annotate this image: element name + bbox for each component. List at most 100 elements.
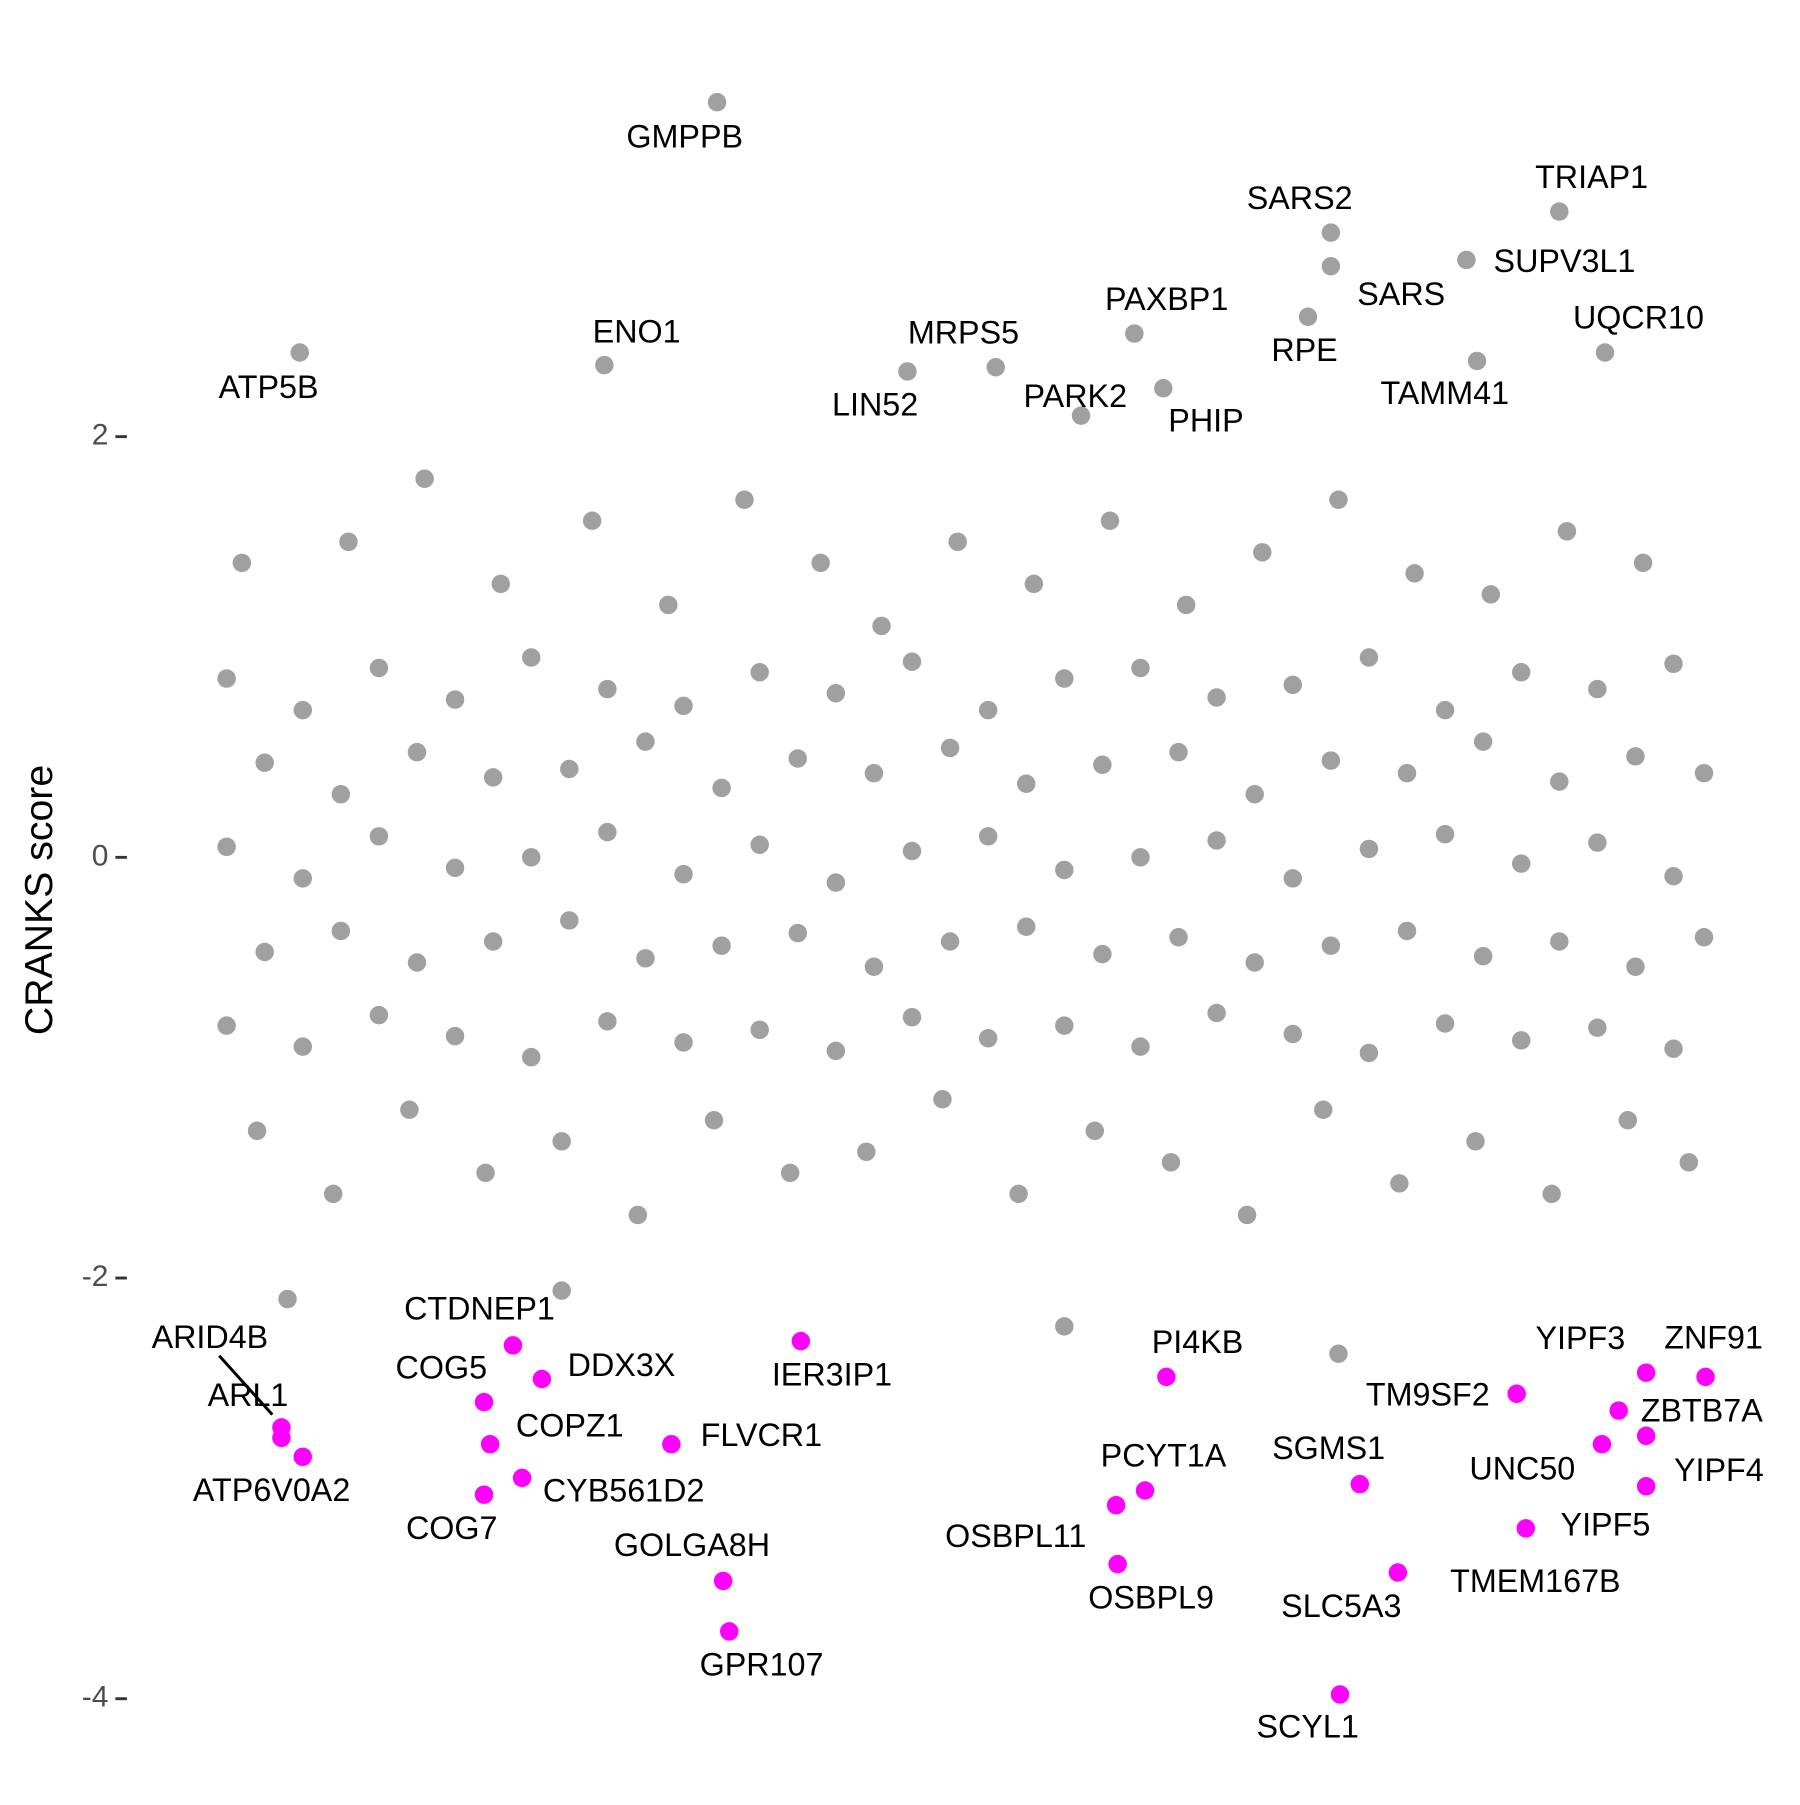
point (1154, 379, 1173, 398)
point (290, 343, 309, 362)
point (1314, 1100, 1333, 1119)
point (293, 700, 312, 720)
point (1592, 1434, 1612, 1454)
point (933, 1090, 952, 1109)
point (791, 1331, 811, 1351)
point (707, 92, 727, 112)
point (522, 648, 541, 667)
point (598, 679, 617, 699)
point (1696, 1367, 1715, 1387)
point (674, 864, 693, 884)
point (407, 742, 427, 762)
point (1467, 351, 1487, 371)
point (978, 700, 998, 720)
point (1329, 1344, 1348, 1363)
point (704, 1111, 724, 1130)
point (1694, 763, 1714, 783)
point (750, 835, 769, 854)
point (1359, 839, 1379, 859)
point (1100, 511, 1120, 531)
y-tick-label: -4 (82, 1681, 109, 1714)
point (750, 1020, 769, 1040)
point (826, 684, 846, 703)
point (331, 785, 351, 804)
point (1466, 1132, 1485, 1151)
point (1207, 688, 1226, 707)
point (598, 1012, 617, 1031)
point (978, 1029, 998, 1048)
point-label: ARID4B (152, 1319, 269, 1355)
point (1359, 648, 1379, 667)
point-label: TMEM167B (1450, 1563, 1621, 1599)
point (1157, 1367, 1176, 1387)
point (1330, 1685, 1350, 1704)
y-tick-label: 0 (92, 839, 109, 872)
point-label: LIN52 (832, 387, 918, 423)
point-label: CTDNEP1 (404, 1290, 555, 1326)
point (1388, 1563, 1408, 1582)
point (1435, 700, 1455, 720)
point (1161, 1153, 1181, 1172)
point (1253, 543, 1272, 562)
point (1125, 324, 1144, 343)
point (331, 921, 351, 941)
point (1108, 1554, 1127, 1574)
point-label: GMPPB (626, 119, 743, 155)
point (1664, 1039, 1683, 1058)
point (1009, 1184, 1028, 1204)
point (415, 469, 434, 488)
point (1245, 785, 1264, 804)
point (1024, 574, 1044, 594)
point (293, 1447, 312, 1467)
point (480, 1434, 500, 1454)
point (872, 616, 891, 636)
point (483, 768, 503, 787)
point (1237, 1205, 1257, 1225)
point (826, 1041, 846, 1061)
point (662, 1434, 681, 1454)
point (1550, 202, 1569, 221)
point (369, 658, 389, 678)
point (522, 1047, 541, 1067)
point (712, 936, 731, 955)
point (1516, 1519, 1536, 1538)
point-label: IER3IP1 (772, 1356, 892, 1392)
point (1245, 953, 1264, 972)
point-label: PI4KB (1152, 1324, 1244, 1360)
point (1321, 257, 1341, 276)
point (902, 652, 922, 671)
point (628, 1205, 648, 1225)
point (1106, 1495, 1126, 1515)
point (324, 1184, 343, 1204)
point (400, 1100, 419, 1119)
point (712, 778, 731, 798)
point (503, 1336, 523, 1355)
point (713, 1571, 733, 1591)
point-label: ZNF91 (1664, 1319, 1763, 1355)
point (1435, 1014, 1455, 1033)
point (1550, 772, 1569, 791)
point-label: GPR107 (700, 1647, 824, 1683)
point (1131, 658, 1150, 678)
point (1588, 1018, 1607, 1037)
point (232, 553, 252, 573)
point (1626, 747, 1645, 766)
point (1017, 774, 1036, 793)
point-label: RPE (1271, 332, 1337, 368)
point (1093, 944, 1112, 964)
y-tick-label: 2 (92, 419, 109, 452)
point (1636, 1363, 1656, 1382)
point (636, 732, 655, 751)
point-label: PAXBP1 (1105, 281, 1228, 317)
point (1135, 1481, 1155, 1500)
point (278, 1289, 297, 1309)
point (582, 511, 602, 531)
point (532, 1369, 552, 1389)
point (902, 1007, 922, 1027)
point (674, 696, 693, 716)
point-label: YIPF5 (1561, 1507, 1651, 1543)
point (1397, 763, 1417, 783)
point (898, 362, 917, 381)
point (407, 953, 427, 972)
point (293, 869, 312, 888)
